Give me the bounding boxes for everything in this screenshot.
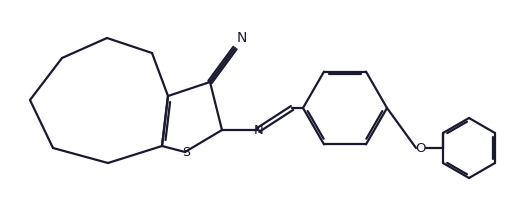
Text: S: S <box>182 147 190 160</box>
Text: N: N <box>237 31 247 45</box>
Text: N: N <box>254 125 264 138</box>
Text: O: O <box>416 142 426 155</box>
